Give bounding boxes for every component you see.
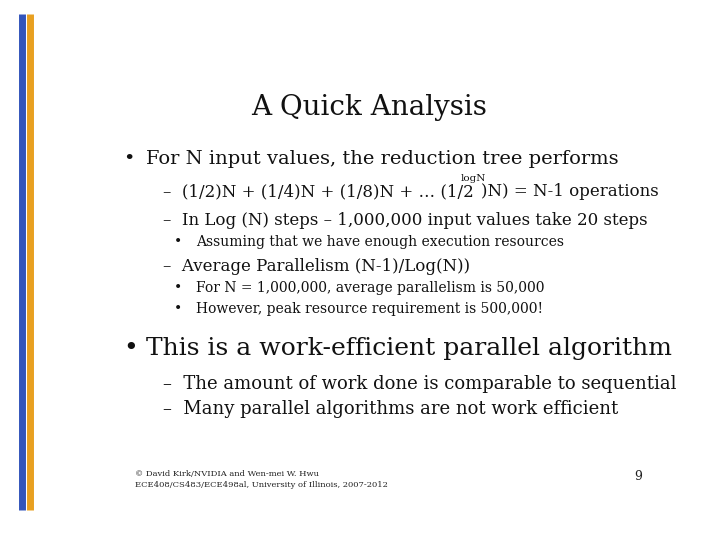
Text: •: •: [174, 281, 182, 295]
Text: )N) = N-1 operations: )N) = N-1 operations: [481, 183, 658, 200]
Text: A Quick Analysis: A Quick Analysis: [251, 94, 487, 121]
Text: For N = 1,000,000, average parallelism is 50,000: For N = 1,000,000, average parallelism i…: [196, 281, 544, 295]
Text: •: •: [124, 337, 138, 360]
Text: –  Average Parallelism (N-1)/Log(N)): – Average Parallelism (N-1)/Log(N)): [163, 258, 469, 275]
Text: –  In Log (N) steps – 1,000,000 input values take 20 steps: – In Log (N) steps – 1,000,000 input val…: [163, 212, 647, 230]
Text: –  (1/2)N + (1/4)N + (1/8)N + … (1/2: – (1/2)N + (1/4)N + (1/8)N + … (1/2: [163, 183, 473, 200]
Text: logN: logN: [461, 174, 487, 183]
Text: This is a work-efficient parallel algorithm: This is a work-efficient parallel algori…: [145, 337, 672, 360]
Text: For N input values, the reduction tree performs: For N input values, the reduction tree p…: [145, 150, 618, 168]
Text: •: •: [124, 150, 135, 168]
Text: –  The amount of work done is comparable to sequential: – The amount of work done is comparable …: [163, 375, 676, 393]
Text: –  Many parallel algorithms are not work efficient: – Many parallel algorithms are not work …: [163, 400, 618, 417]
Text: •: •: [174, 235, 182, 249]
Text: •: •: [174, 302, 182, 316]
Text: © David Kirk/NVIDIA and Wen-mei W. Hwu
ECE408/CS483/ECE498al, University of Illi: © David Kirk/NVIDIA and Wen-mei W. Hwu E…: [135, 470, 387, 489]
Text: 9: 9: [634, 470, 642, 483]
Text: Assuming that we have enough execution resources: Assuming that we have enough execution r…: [196, 235, 564, 249]
Text: However, peak resource requirement is 500,000!: However, peak resource requirement is 50…: [196, 302, 543, 316]
